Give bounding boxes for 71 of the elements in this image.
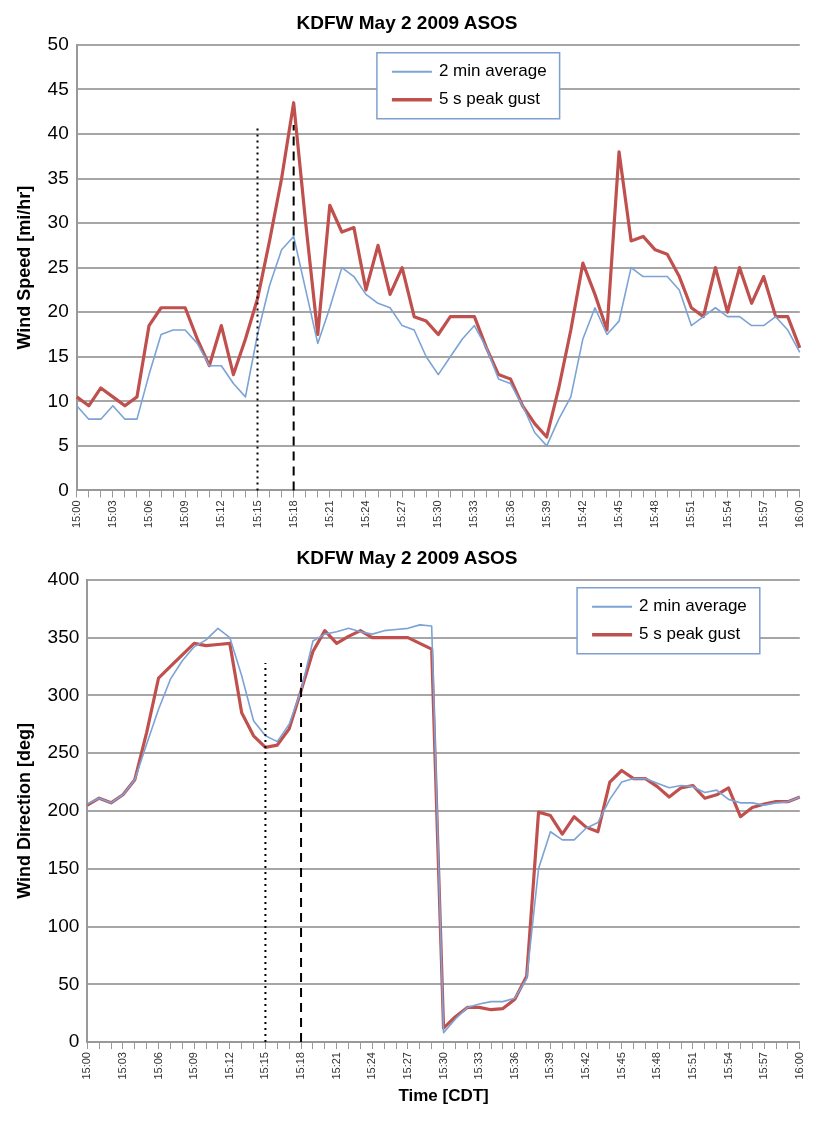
y-tick-label: 30: [47, 211, 69, 233]
x-tick-label: 15:42: [575, 500, 588, 528]
y-tick-label: 300: [47, 683, 80, 705]
x-tick-label: 15:39: [543, 1052, 556, 1080]
x-tick-label: 16:00: [792, 500, 805, 528]
chart-title: KDFW May 2 2009 ASOS: [296, 546, 518, 568]
y-tick-label: 50: [58, 972, 80, 994]
x-tick-label: 15:24: [365, 1052, 378, 1080]
y-tick-label: 40: [47, 122, 69, 144]
x-tick-label: 15:21: [329, 1052, 342, 1080]
y-tick-label: 0: [68, 1030, 80, 1052]
x-tick-label: 15:36: [503, 500, 516, 528]
y-tick-label: 250: [47, 741, 80, 763]
y-tick-label: 25: [47, 255, 69, 277]
x-tick-label: 15:18: [294, 1052, 307, 1080]
y-tick-label: 20: [47, 300, 69, 322]
legend-label: 2 min average: [438, 61, 547, 81]
legend-label: 2 min average: [639, 596, 747, 616]
y-tick-label: 100: [47, 914, 80, 936]
x-tick-label: 15:54: [721, 1052, 734, 1080]
x-tick-label: 15:30: [436, 1052, 449, 1080]
x-tick-label: 15:09: [187, 1052, 200, 1080]
x-tick-label: 15:03: [115, 1052, 128, 1080]
x-tick-label: 15:39: [539, 500, 552, 528]
x-tick-label: 15:00: [80, 1052, 93, 1080]
y-tick-label: 45: [47, 77, 69, 99]
x-tick-label: 15:48: [648, 500, 661, 528]
y-axis-title: Wind Direction [deg]: [13, 723, 34, 899]
y-tick-label: 10: [47, 389, 69, 411]
x-tick-label: 15:57: [757, 1052, 770, 1080]
y-tick-label: 0: [58, 478, 69, 500]
x-tick-label: 15:36: [507, 1052, 520, 1080]
x-tick-label: 15:18: [286, 500, 299, 528]
x-tick-label: 15:15: [258, 1052, 271, 1080]
y-tick-label: 35: [47, 166, 69, 188]
x-tick-label: 15:33: [472, 1052, 485, 1080]
x-tick-label: 15:12: [222, 1052, 235, 1080]
x-tick-label: 15:15: [250, 500, 263, 528]
x-tick-label: 15:06: [151, 1052, 164, 1080]
x-tick-label: 15:24: [358, 500, 371, 528]
x-tick-label: 15:51: [684, 500, 697, 528]
x-tick-label: 15:21: [322, 500, 335, 528]
x-tick-label: 15:00: [69, 500, 82, 528]
y-tick-label: 50: [47, 33, 69, 55]
x-tick-label: 15:03: [105, 500, 118, 528]
x-tick-label: 15:27: [395, 500, 408, 528]
x-tick-label: 15:51: [685, 1052, 698, 1080]
legend-label: 5 s peak gust: [639, 624, 741, 644]
x-tick-label: 15:30: [431, 500, 444, 528]
x-tick-label: 15:45: [612, 500, 625, 528]
x-tick-label: 15:33: [467, 500, 480, 528]
x-tick-label: 15:06: [142, 500, 155, 528]
chart-title: KDFW May 2 2009 ASOS: [296, 11, 518, 33]
x-tick-label: 15:12: [214, 500, 227, 528]
legend-label: 5 s peak gust: [438, 89, 541, 109]
x-tick-label: 16:00: [792, 1052, 805, 1080]
y-tick-label: 350: [47, 625, 80, 647]
y-tick-label: 150: [47, 856, 80, 878]
y-tick-label: 5: [58, 434, 69, 456]
y-axis-title: Wind Speed [mi/hr]: [13, 185, 34, 350]
x-axis-title: Time [CDT]: [398, 1086, 489, 1106]
x-tick-label: 15:57: [756, 500, 769, 528]
x-tick-label: 15:45: [614, 1052, 627, 1080]
y-tick-label: 200: [47, 799, 80, 821]
y-tick-label: 15: [47, 345, 69, 367]
y-tick-label: 400: [47, 568, 80, 590]
x-tick-label: 15:09: [178, 500, 191, 528]
x-tick-label: 15:27: [400, 1052, 413, 1080]
x-tick-label: 15:54: [720, 500, 733, 528]
x-tick-label: 15:42: [579, 1052, 592, 1080]
x-tick-label: 15:48: [650, 1052, 663, 1080]
